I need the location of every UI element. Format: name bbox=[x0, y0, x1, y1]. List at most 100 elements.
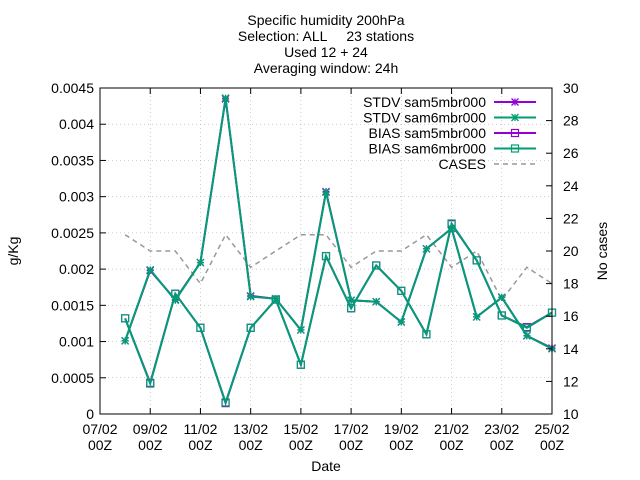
y2-tick-label: 10 bbox=[563, 406, 579, 422]
chart-title: Specific humidity 200hPa Selection: ALL … bbox=[238, 12, 414, 76]
data-point-square bbox=[397, 286, 406, 295]
data-point-square bbox=[171, 289, 180, 298]
legend-label: CASES bbox=[439, 156, 486, 172]
y-axis-label: g/Kg bbox=[5, 237, 21, 266]
data-point-square bbox=[146, 379, 155, 388]
data-point-star bbox=[511, 98, 519, 106]
star-stroke bbox=[196, 258, 205, 267]
y-tick-label: 0.001 bbox=[59, 334, 94, 350]
x-tick-label-date: 25/02 bbox=[534, 421, 569, 437]
title-line-3: Used 12 + 24 bbox=[284, 44, 368, 60]
data-point-square bbox=[246, 323, 255, 332]
star-stroke bbox=[397, 318, 406, 326]
series-cases bbox=[124, 233, 553, 302]
y2-tick-label: 18 bbox=[563, 276, 579, 292]
star-stroke bbox=[372, 297, 381, 306]
x-axis-label: Date bbox=[311, 458, 341, 474]
data-point-star bbox=[221, 94, 230, 103]
data-point-square bbox=[196, 323, 205, 332]
x-tick-label-date: 19/02 bbox=[384, 421, 419, 437]
data-point-star bbox=[472, 312, 481, 321]
data-point-square bbox=[271, 295, 280, 304]
x-tick-label-hour: 00Z bbox=[339, 437, 364, 453]
series-bias-sam6mbr000 bbox=[121, 219, 557, 407]
data-point-square bbox=[510, 128, 520, 138]
data-point-star bbox=[296, 326, 305, 334]
legend-entry: CASES bbox=[439, 156, 536, 172]
title-line-1: Specific humidity 200hPa bbox=[247, 12, 404, 28]
legend-label: BIAS sam5mbr000 bbox=[369, 125, 487, 141]
data-point-square bbox=[510, 144, 520, 153]
y-tick-label: 0.0025 bbox=[51, 225, 94, 241]
y-tick-label: 0 bbox=[86, 406, 94, 422]
data-point-star bbox=[121, 336, 130, 345]
star-stroke bbox=[472, 312, 481, 321]
y-tick-label: 0.003 bbox=[59, 189, 94, 205]
legend-entry: BIAS sam5mbr000 bbox=[369, 125, 536, 141]
x-tick-label-hour: 00Z bbox=[439, 437, 464, 453]
x-tick-label-hour: 00Z bbox=[490, 437, 515, 453]
data-point-square bbox=[497, 311, 506, 320]
x-tick-label-date: 17/02 bbox=[334, 421, 369, 437]
data-point-square bbox=[296, 360, 305, 369]
x-tick-label-date: 15/02 bbox=[283, 421, 318, 437]
star-stroke bbox=[522, 331, 531, 340]
x-tick-label-hour: 00Z bbox=[138, 437, 163, 453]
y2-axis-label: No cases bbox=[594, 222, 610, 280]
x-tick-label-date: 09/02 bbox=[133, 421, 168, 437]
plot-data bbox=[121, 94, 557, 408]
legend-entry: STDV sam5mbr000 bbox=[363, 94, 536, 110]
y2-tick-label: 28 bbox=[563, 113, 579, 129]
star-stroke bbox=[146, 265, 155, 274]
data-point-square bbox=[347, 304, 356, 313]
title-line-4: Averaging window: 24h bbox=[254, 60, 399, 76]
data-point-square bbox=[121, 314, 130, 323]
y2-tick-label: 12 bbox=[563, 373, 579, 389]
x-tick-labels: 07/0200Z09/0200Z11/0200Z13/0200Z15/0200Z… bbox=[82, 421, 569, 453]
star-stroke bbox=[246, 292, 255, 301]
x-tick-label-hour: 00Z bbox=[88, 437, 113, 453]
star-stroke bbox=[296, 326, 305, 334]
x-tick-label-hour: 00Z bbox=[389, 437, 414, 453]
y2-tick-label: 30 bbox=[563, 80, 579, 96]
data-point-square bbox=[522, 323, 531, 332]
y2-tick-label: 14 bbox=[563, 341, 579, 357]
y-tick-labels: 0 0.0005 0.001 0.0015 0.002 0.0025 0.003 0.0035… bbox=[51, 80, 94, 422]
y-tick-label: 0.0005 bbox=[51, 370, 94, 386]
tick-marks bbox=[99, 87, 553, 415]
legend-label: STDV sam5mbr000 bbox=[363, 94, 486, 110]
y-tick-label: 0.0015 bbox=[51, 297, 94, 313]
legend-label: BIAS sam6mbr000 bbox=[369, 141, 487, 157]
data-point-star bbox=[511, 113, 519, 122]
x-tick-label-date: 11/02 bbox=[183, 421, 217, 437]
grid bbox=[100, 88, 552, 414]
data-point-square bbox=[372, 261, 381, 270]
data-point-star bbox=[322, 188, 330, 197]
legend-entry: STDV sam6mbr000 bbox=[363, 110, 536, 126]
data-point-star bbox=[146, 265, 155, 274]
data-point-star bbox=[397, 318, 406, 326]
data-point-star bbox=[422, 244, 431, 253]
data-point-star bbox=[497, 293, 506, 302]
x-tick-label-date: 13/02 bbox=[233, 421, 268, 437]
y2-tick-label: 26 bbox=[563, 145, 579, 161]
star-stroke bbox=[221, 94, 230, 103]
series-line bbox=[124, 221, 553, 406]
y2-tick-label: 16 bbox=[563, 308, 579, 324]
y2-tick-label: 22 bbox=[563, 210, 579, 226]
x-tick-label-hour: 00Z bbox=[188, 437, 213, 453]
y2-tick-label: 24 bbox=[563, 178, 579, 194]
x-tick-label-date: 21/02 bbox=[434, 421, 469, 437]
y-tick-label: 0.0035 bbox=[51, 152, 94, 168]
data-point-square bbox=[447, 219, 456, 228]
star-stroke bbox=[121, 336, 130, 345]
data-point-square bbox=[321, 251, 331, 261]
x-tick-label-date: 23/02 bbox=[484, 421, 519, 437]
data-point-star bbox=[372, 297, 381, 306]
star-stroke bbox=[422, 244, 431, 253]
star-stroke bbox=[322, 188, 330, 197]
series-line bbox=[124, 233, 553, 302]
